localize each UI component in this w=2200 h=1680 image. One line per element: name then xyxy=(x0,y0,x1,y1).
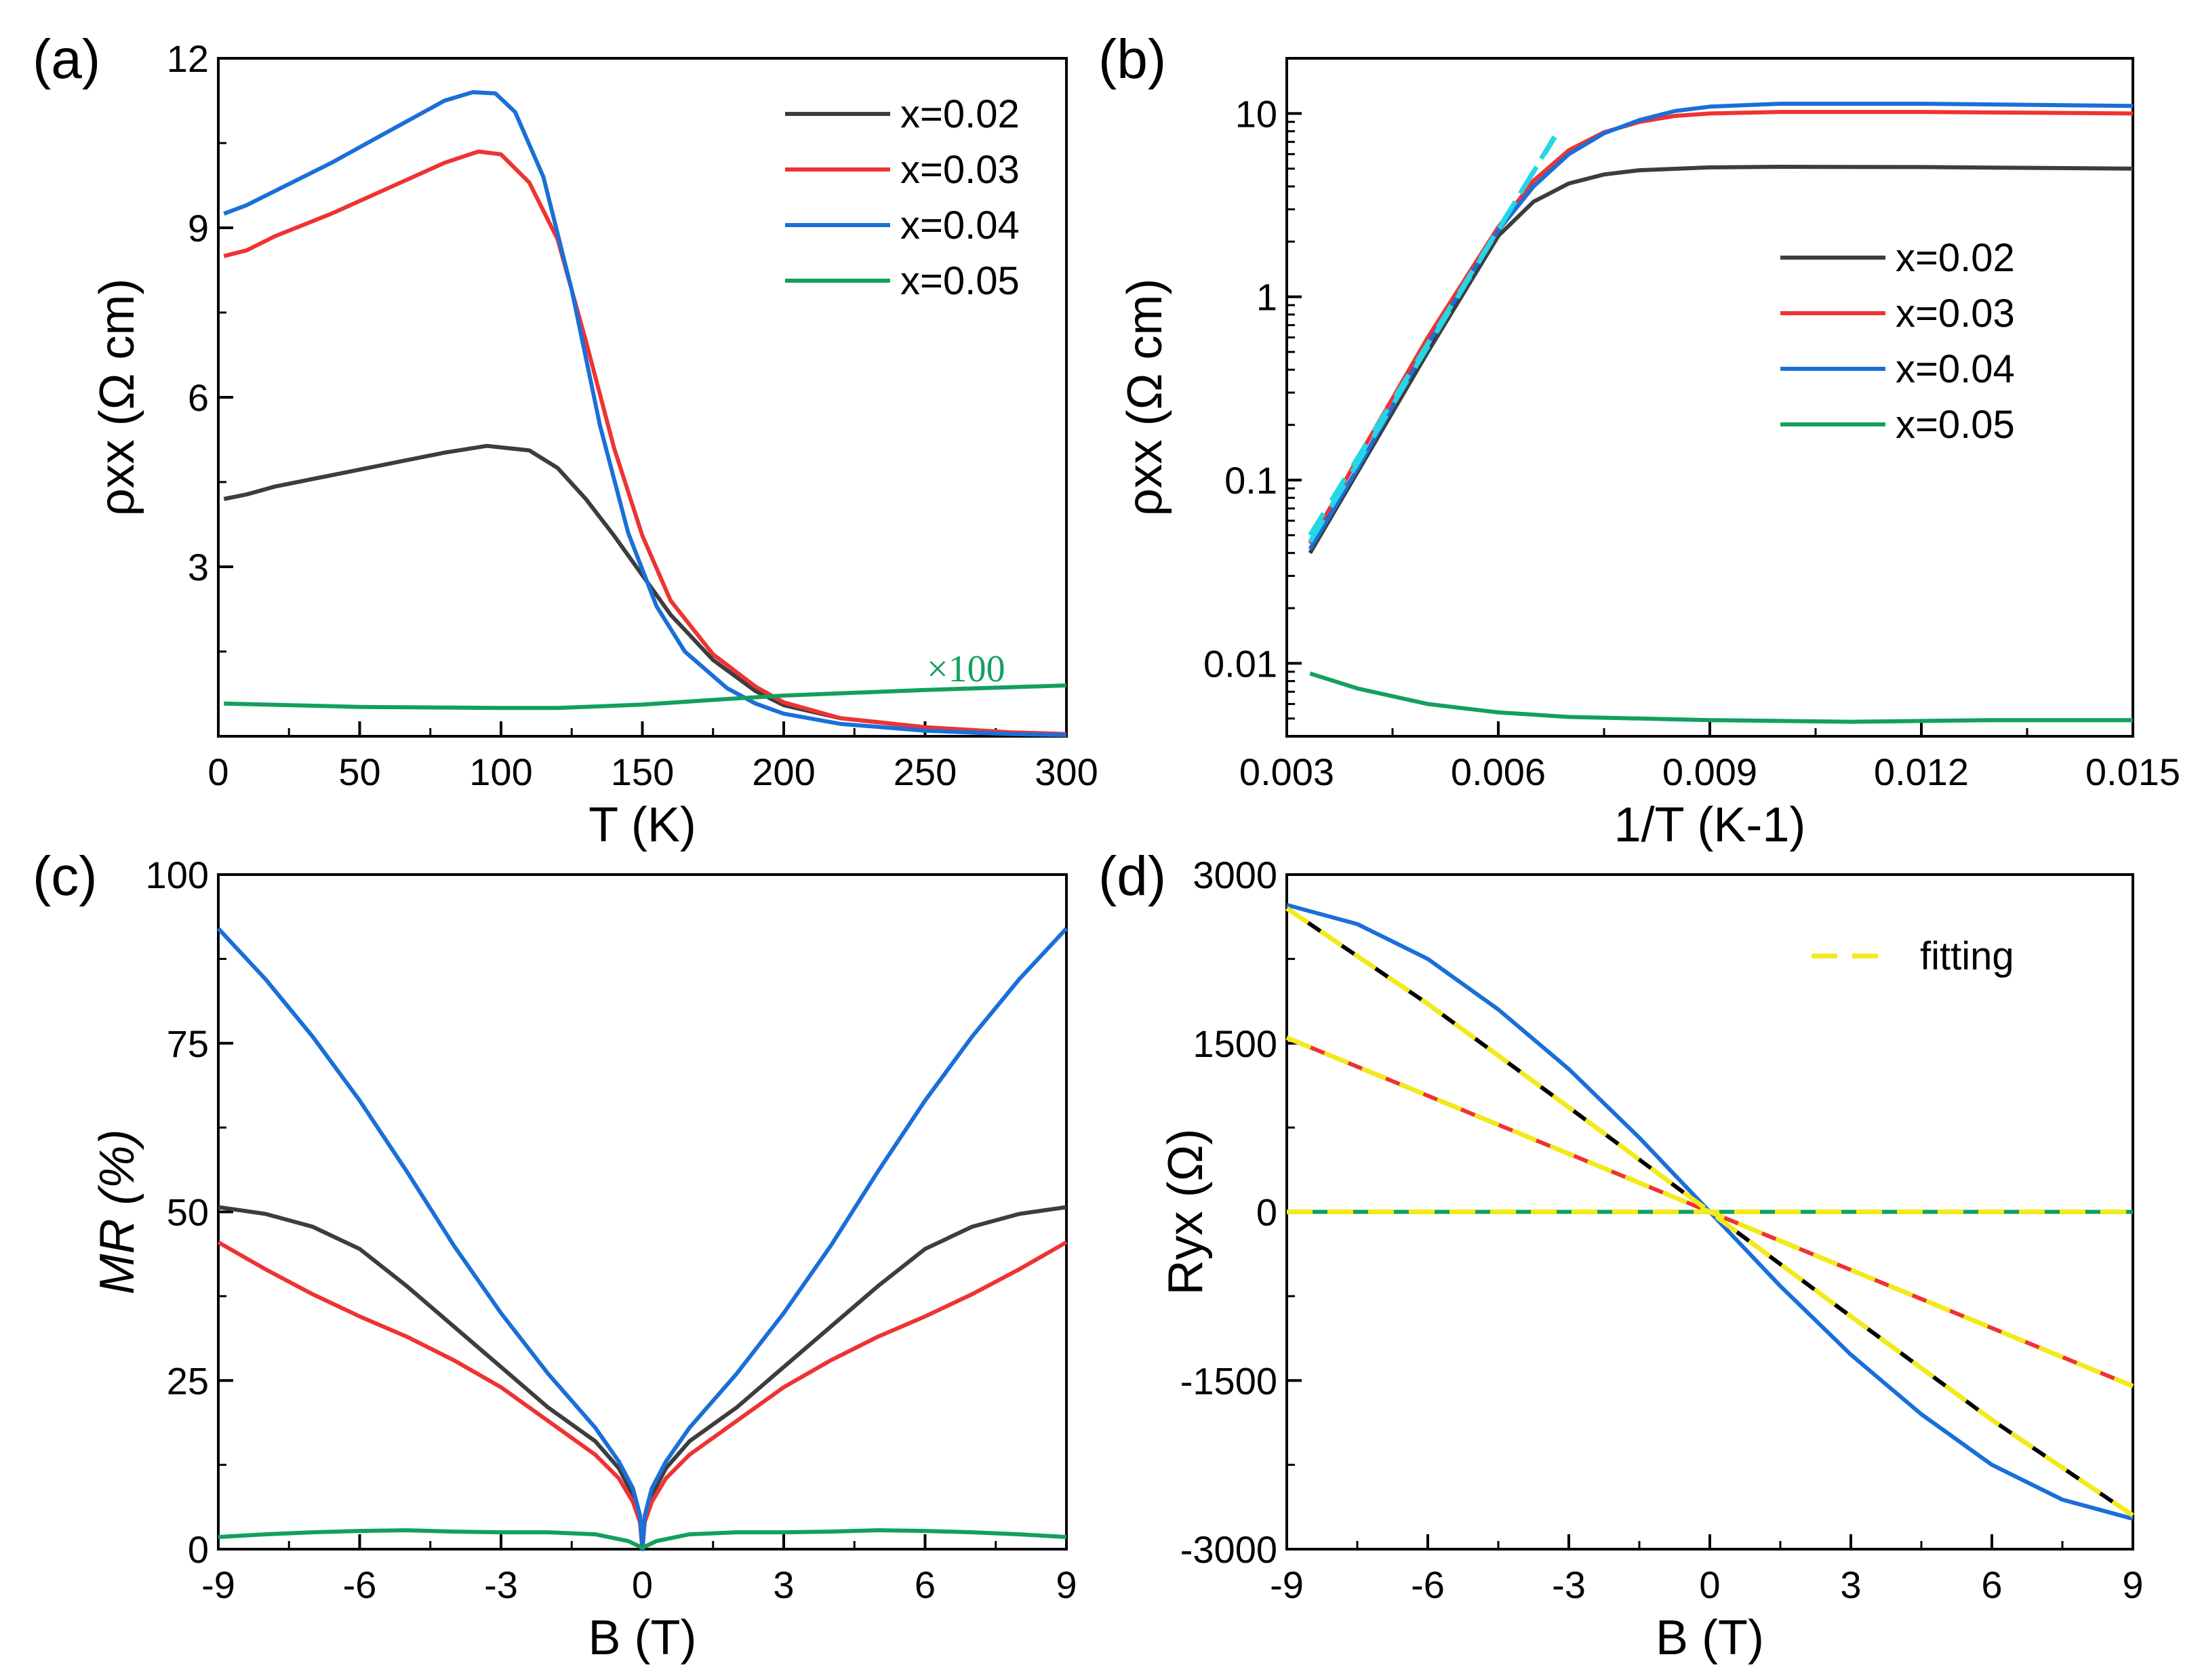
multiplier-annotation: ×100 xyxy=(927,648,1005,690)
x-tick-label: 6 xyxy=(1981,1563,2002,1606)
y-tick-label: 1500 xyxy=(1193,1022,1277,1065)
x-tick-label: -3 xyxy=(1552,1563,1586,1606)
y-tick-label: 75 xyxy=(167,1022,209,1065)
x-tick-label: 200 xyxy=(752,751,815,793)
panel-c: (c) -9 -6 -3 0 3 6 9 0 25 50 75 100 B (T) MR (%) xyxy=(33,845,1077,1665)
y-tick-label: 0 xyxy=(1256,1191,1277,1234)
x-tick-label: 150 xyxy=(611,751,674,793)
series-line-2 xyxy=(223,90,1067,738)
x-tick-label: 9 xyxy=(1056,1563,1077,1606)
y-tick-label: 0.01 xyxy=(1203,642,1277,685)
x-tick-label: 0 xyxy=(1699,1563,1720,1606)
series-line-1 xyxy=(223,149,1067,736)
y-tick-label: 0 xyxy=(188,1528,209,1571)
series-line-2 xyxy=(216,927,1068,1551)
x-tick-label: 0 xyxy=(632,1563,653,1606)
x-tick-label: -9 xyxy=(1270,1563,1304,1606)
x-axis-label: 1/T (K-1) xyxy=(1614,798,1806,852)
plot-frame xyxy=(217,873,1068,1551)
x-tick-label: 0.003 xyxy=(1239,751,1334,793)
y-tick-label: 100 xyxy=(146,854,209,896)
legend-label: x=0.02 xyxy=(1896,236,2015,280)
series-line-3 xyxy=(1309,671,2133,724)
legend-label: x=0.05 xyxy=(1896,403,2015,447)
y-tick-label: -1500 xyxy=(1180,1359,1277,1402)
fit-line-0 xyxy=(1285,906,2134,1518)
y-tick-label: 3 xyxy=(188,546,209,588)
panel-label: (b) xyxy=(1098,28,1166,90)
y-tick-label: 9 xyxy=(188,207,209,249)
x-axis-label: B (T) xyxy=(1656,1611,1764,1665)
panel-b: (b) 0.003 0.006 0.009 0.012 0.015 0.01 0.1 1 10 1/… xyxy=(1098,28,2180,852)
x-axis-label: T (K) xyxy=(588,798,696,852)
y-tick-label: -3000 xyxy=(1180,1528,1277,1571)
panel-a: (a) 0 50 100 150 200 250 300 3 6 9 12 T (K) ρxx (Ω cm… xyxy=(33,28,1098,852)
x-tick-label: -6 xyxy=(343,1563,377,1606)
y-axis-label: ρxx (Ω cm) xyxy=(1118,279,1172,517)
y-tick-label: 12 xyxy=(167,37,209,80)
y-tick-label: 3000 xyxy=(1193,854,1277,896)
y-tick-label: 50 xyxy=(167,1191,209,1234)
legend-label: x=0.03 xyxy=(900,148,1020,192)
y-tick-label: 1 xyxy=(1256,276,1277,319)
y-axis-label: ρxx (Ω cm) xyxy=(90,279,144,517)
y-tick-label: 6 xyxy=(188,376,209,419)
x-tick-label: 0 xyxy=(207,751,228,793)
x-tick-label: 0.012 xyxy=(1874,751,1969,793)
series-line-1 xyxy=(217,1240,1068,1551)
legend-label: x=0.02 xyxy=(900,92,1020,136)
y-axis-label: MR (%) xyxy=(90,1129,144,1295)
legend-label: x=0.05 xyxy=(900,259,1020,303)
y-tick-label: 0.1 xyxy=(1224,459,1277,502)
x-tick-label: 300 xyxy=(1035,751,1098,793)
x-tick-label: 3 xyxy=(1840,1563,1861,1606)
panel-label: (c) xyxy=(33,845,98,907)
series-line-0 xyxy=(1308,165,2134,555)
x-tick-label: 250 xyxy=(894,751,957,793)
series-line-3 xyxy=(224,683,1067,711)
y-axis-label: Ryx (Ω) xyxy=(1159,1129,1213,1296)
series-line-0 xyxy=(218,1205,1067,1551)
legend-label: x=0.04 xyxy=(1896,347,2015,391)
x-tick-label: 0.009 xyxy=(1662,751,1757,793)
panel-label: (a) xyxy=(33,28,100,90)
legend-label: fitting xyxy=(1920,934,2014,978)
legend-label: x=0.03 xyxy=(1896,292,2015,336)
fit-line-1 xyxy=(1308,136,1557,537)
y-tick-label: 25 xyxy=(167,1359,209,1402)
x-tick-label: 50 xyxy=(338,751,380,793)
legend-label: x=0.04 xyxy=(900,203,1020,247)
x-tick-label: -6 xyxy=(1411,1563,1445,1606)
plot-frame xyxy=(1285,57,2134,738)
x-axis-label: B (T) xyxy=(588,1611,697,1665)
y-tick-label: 10 xyxy=(1235,92,1277,135)
panel-label: (d) xyxy=(1098,845,1166,907)
x-tick-label: 6 xyxy=(915,1563,936,1606)
x-tick-label: 9 xyxy=(2122,1563,2143,1606)
x-tick-label: -3 xyxy=(484,1563,518,1606)
x-tick-label: 100 xyxy=(469,751,532,793)
x-tick-label: 0.015 xyxy=(2085,751,2180,793)
x-tick-label: 0.006 xyxy=(1451,751,1546,793)
x-tick-label: 3 xyxy=(773,1563,794,1606)
series-line-3 xyxy=(218,1528,1067,1550)
x-tick-label: -9 xyxy=(201,1563,235,1606)
panel-d: (d) -9 -6 -3 0 3 6 9 -3000 -1500 0 1500 3000 B (T) Ryx… xyxy=(1098,845,2144,1665)
